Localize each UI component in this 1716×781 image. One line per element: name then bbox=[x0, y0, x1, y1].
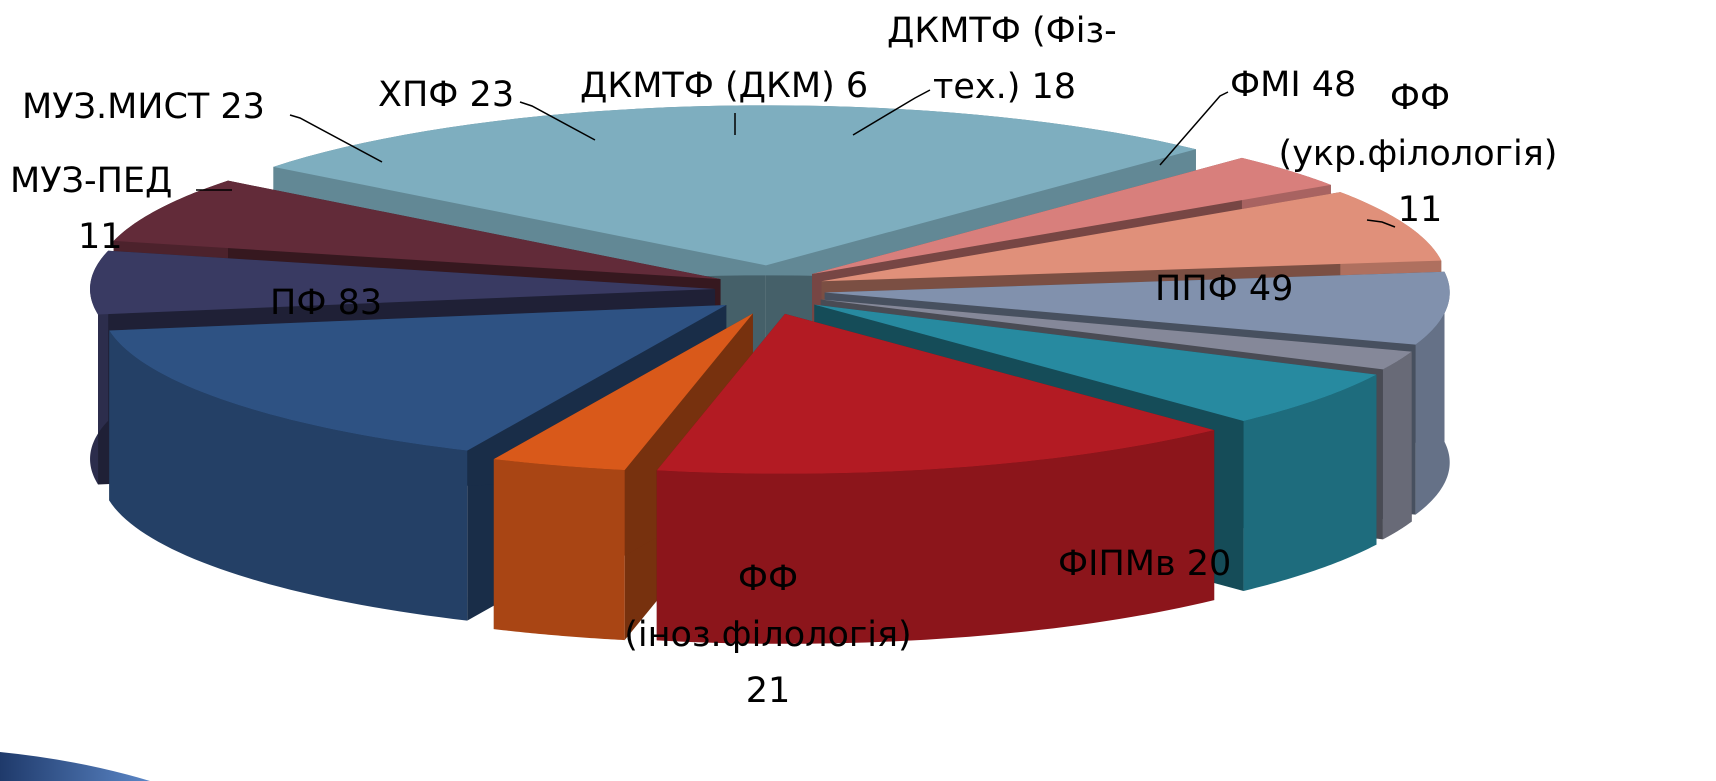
pie-slice-side bbox=[109, 330, 468, 621]
slice-label: ППФ 49 bbox=[1155, 269, 1293, 309]
slice-label: ФІПМв 20 bbox=[1058, 544, 1231, 584]
pie-slice-side bbox=[1243, 374, 1377, 591]
slice-label: ФМІ 48 bbox=[1230, 65, 1356, 105]
pie-slice-top bbox=[821, 192, 1442, 282]
leader-line bbox=[1159, 91, 1229, 166]
pie-slice-top bbox=[814, 304, 1377, 421]
pie-slice-top bbox=[113, 180, 721, 280]
leader-line bbox=[519, 101, 596, 141]
pie-slice-side bbox=[1415, 271, 1450, 515]
pie-slice-top bbox=[109, 305, 727, 451]
slice-label: МУЗ-ПЕД 11 bbox=[10, 161, 172, 257]
pie-slice-top bbox=[273, 105, 1196, 266]
slice-label: ДКМТФ (Фіз-тех.) 18 bbox=[887, 11, 1117, 107]
pie-slice-side bbox=[493, 459, 625, 641]
pie-slice-top bbox=[90, 250, 716, 315]
pie-slice-top bbox=[493, 313, 753, 471]
leader-line bbox=[289, 114, 383, 163]
slice-label: ФФ (іноз.філологія) 21 bbox=[624, 559, 911, 711]
slice-label: ХПФ 23 bbox=[378, 75, 514, 115]
leader-line bbox=[852, 89, 931, 136]
slice-label: МУЗ.МИСТ 23 bbox=[22, 87, 265, 127]
pie-slice-top bbox=[812, 157, 1331, 275]
pie-slice-side bbox=[656, 430, 1215, 644]
pie-slice-top bbox=[820, 299, 1412, 370]
slice-label: ФФ (укр.філологія) 11 bbox=[1279, 78, 1558, 230]
pie-slice-top bbox=[824, 271, 1450, 345]
slice-label: ПФ 83 bbox=[270, 283, 382, 323]
leader-line bbox=[1366, 219, 1396, 228]
corner-decoration bbox=[0, 752, 150, 781]
pie-slice-7 bbox=[656, 313, 1215, 644]
pie-slice-side bbox=[1382, 351, 1412, 540]
pie-slice-top bbox=[656, 313, 1215, 474]
slice-label: ДКМТФ (ДКМ) 6 bbox=[580, 66, 868, 106]
